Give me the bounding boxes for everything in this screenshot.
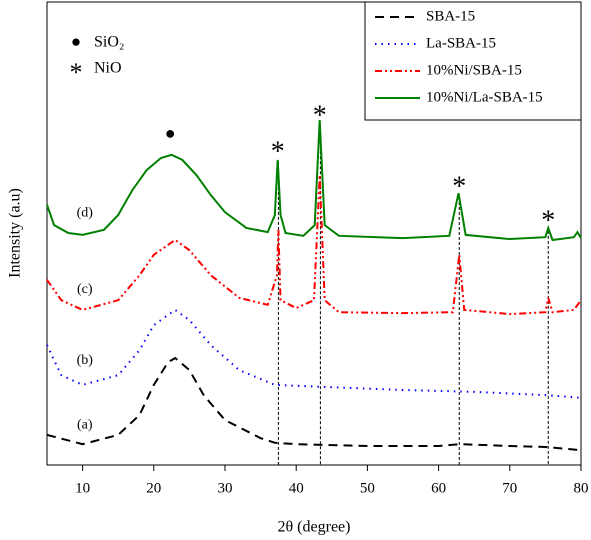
- peak-marker: *: [541, 205, 555, 236]
- series-line: [46, 356, 582, 452]
- peak-marker: *: [271, 136, 285, 167]
- series-line: [46, 308, 582, 399]
- phase-symbol: *: [70, 58, 83, 87]
- legend-label: SBA-15: [426, 8, 475, 24]
- series-line: [46, 120, 582, 242]
- x-tick-label: 60: [431, 480, 446, 496]
- curve-label: (c): [77, 282, 93, 297]
- x-tick-label: 10: [75, 480, 90, 496]
- curve-label: (d): [77, 205, 94, 220]
- peak-marker: *: [313, 101, 327, 132]
- curve-label: (b): [77, 353, 94, 368]
- x-tick-label: 30: [218, 480, 233, 496]
- x-tick-label: 80: [574, 480, 589, 496]
- phase-symbol: ●: [71, 32, 81, 51]
- peak-marker: ●: [165, 123, 176, 143]
- phase-label: NiO: [94, 60, 122, 77]
- legend-box: [364, 1, 582, 121]
- curve-label: (a): [77, 417, 93, 432]
- peak-marker: *: [452, 171, 466, 202]
- legend-label: 10%Ni/La-SBA-15: [426, 89, 543, 105]
- series-line: [46, 175, 582, 316]
- legend-label: La-SBA-15: [426, 35, 496, 51]
- y-axis-label: Intensity (a.u): [7, 188, 24, 278]
- phase-label: SiO₂: [94, 34, 124, 51]
- legend-label: 10%Ni/SBA-15: [426, 62, 522, 78]
- x-tick-label: 40: [289, 480, 304, 496]
- x-tick-label: 50: [360, 480, 375, 496]
- x-axis-label: 2θ (degree): [278, 519, 351, 536]
- plot-frame: [46, 1, 582, 466]
- x-tick-label: 20: [146, 480, 161, 496]
- x-tick-label: 70: [502, 480, 517, 496]
